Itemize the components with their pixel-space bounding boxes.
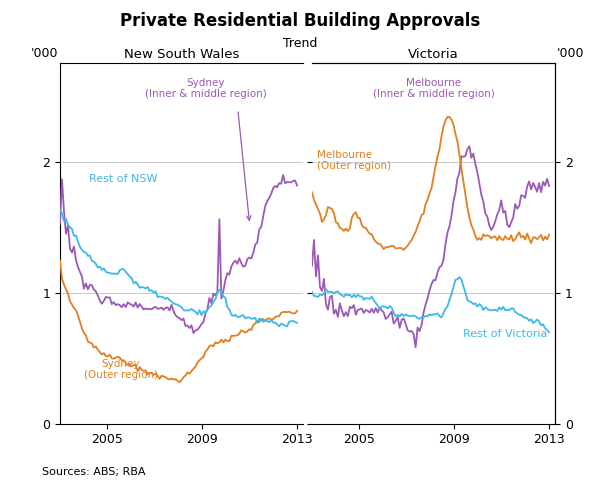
Text: Private Residential Building Approvals: Private Residential Building Approvals [120,12,480,30]
Title: Victoria: Victoria [408,48,459,61]
Text: '000: '000 [557,47,584,60]
Text: Melbourne
(Inner & middle region): Melbourne (Inner & middle region) [373,78,494,99]
Text: Rest of NSW: Rest of NSW [89,174,158,184]
Text: Melbourne
(Outer region): Melbourne (Outer region) [317,150,391,171]
Text: Rest of Victoria: Rest of Victoria [463,329,547,338]
Text: Sources: ABS; RBA: Sources: ABS; RBA [42,467,146,477]
Text: Sydney
(Inner & middle region): Sydney (Inner & middle region) [145,78,266,99]
Text: '000: '000 [31,47,58,60]
Text: Sydney
(Outer region): Sydney (Outer region) [83,359,158,380]
Text: Trend: Trend [283,37,317,50]
Title: New South Wales: New South Wales [124,48,239,61]
